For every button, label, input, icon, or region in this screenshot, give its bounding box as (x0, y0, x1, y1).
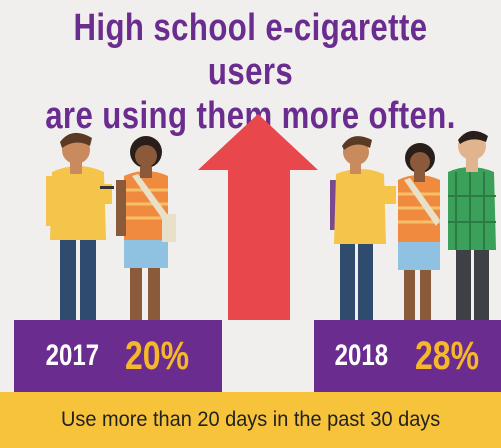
student-illustration-boy-far-right (448, 130, 496, 324)
stat-year: 2017 (45, 339, 99, 372)
footer-banner: Use more than 20 days in the past 30 day… (0, 392, 501, 448)
up-arrow-icon (198, 114, 318, 320)
stat-bar-2017: 2017 20% (14, 320, 222, 392)
headline: High school e-cigarette users are using … (45, 6, 456, 138)
student-illustration-boy-left (46, 132, 114, 324)
stat-year: 2018 (334, 339, 389, 372)
stat-bar-2018: 2018 28% (314, 320, 501, 392)
stat-percent: 20% (125, 333, 190, 378)
footer-text: Use more than 20 days in the past 30 day… (60, 408, 441, 431)
student-illustration-girl-left (116, 136, 176, 326)
headline-line-1: High school e-cigarette users (73, 7, 428, 93)
student-illustration-girl-right (398, 143, 440, 324)
student-illustration-boy-right (330, 136, 396, 324)
stat-percent: 28% (414, 333, 479, 378)
